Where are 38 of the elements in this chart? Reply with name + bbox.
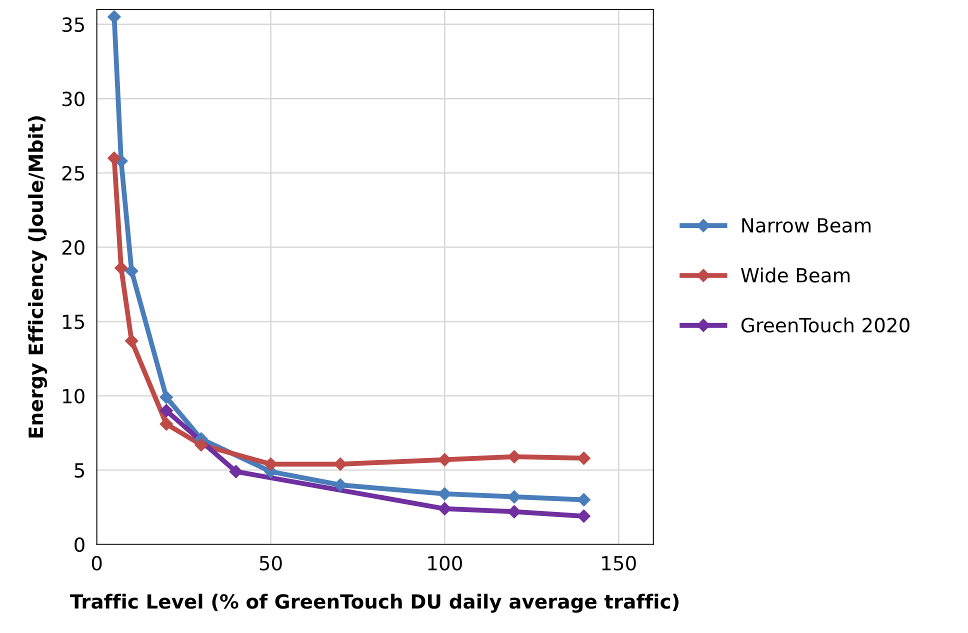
point (160, 390, 173, 404)
point (108, 151, 121, 165)
point (334, 458, 347, 471)
point (264, 458, 278, 471)
y-tick-label: 5 (74, 463, 84, 478)
point (125, 264, 138, 278)
x-tick-label: 50 (260, 556, 282, 571)
point (508, 505, 521, 518)
y-tick-label: 30 (62, 92, 84, 106)
point (577, 452, 590, 465)
point (160, 417, 173, 431)
point (194, 438, 208, 452)
legend-label: GreenTouch 2020 (741, 317, 910, 333)
x-axis-title: Traffic Level (% of GreenTouch DU daily average traffic) (70, 594, 679, 613)
point (577, 493, 590, 506)
point (334, 478, 347, 492)
y-tick-label: 0 (74, 537, 84, 552)
x-tick-label: 0 (92, 556, 102, 571)
legend-label: Wide Beam (741, 268, 850, 283)
y-axis-title: Energy Efficiency (Joule/Mbit) (28, 116, 48, 438)
point (114, 261, 128, 275)
y-tick-label: 35 (62, 17, 84, 32)
point (229, 464, 243, 478)
point (438, 453, 452, 466)
point (160, 404, 173, 418)
y-tick-label: 10 (63, 388, 84, 404)
x-tick-label: 100 (428, 556, 462, 571)
y-tick-label: 20 (62, 240, 84, 255)
point (577, 510, 590, 523)
point (508, 490, 521, 504)
point (125, 334, 138, 348)
y-tick-label: 25 (62, 166, 84, 181)
x-tick-label: 150 (602, 556, 636, 571)
point (438, 487, 452, 500)
point (508, 450, 521, 464)
legend-label: Narrow Beam (742, 218, 871, 233)
y-tick-label: 15 (63, 314, 84, 330)
point (438, 502, 452, 516)
